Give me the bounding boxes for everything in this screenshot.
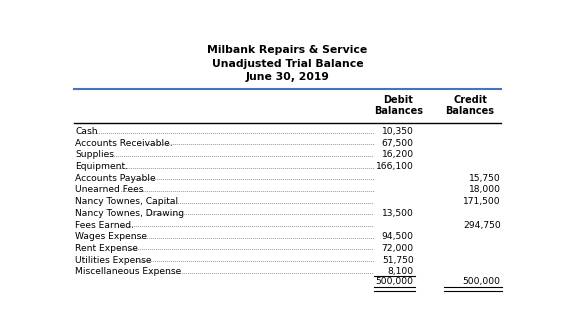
Text: 13,500: 13,500 <box>381 209 413 218</box>
Text: 171,500: 171,500 <box>463 197 500 206</box>
Text: Balances: Balances <box>374 106 423 116</box>
Text: Debit: Debit <box>383 95 413 105</box>
Text: Unadjusted Trial Balance: Unadjusted Trial Balance <box>211 59 364 69</box>
Text: 15,750: 15,750 <box>469 174 500 183</box>
Text: 166,100: 166,100 <box>376 162 413 171</box>
Text: Wages Expense: Wages Expense <box>75 232 148 241</box>
Text: 10,350: 10,350 <box>381 127 413 136</box>
Text: 51,750: 51,750 <box>382 255 413 265</box>
Text: 500,000: 500,000 <box>463 277 500 286</box>
Text: Credit: Credit <box>453 95 487 105</box>
Text: Accounts Receivable.: Accounts Receivable. <box>75 139 173 148</box>
Text: Equipment.: Equipment. <box>75 162 128 171</box>
Text: June 30, 2019: June 30, 2019 <box>246 72 329 82</box>
Text: Unearned Fees: Unearned Fees <box>75 185 144 194</box>
Text: 72,000: 72,000 <box>381 244 413 253</box>
Text: 94,500: 94,500 <box>381 232 413 241</box>
Text: Nancy Townes, Capital: Nancy Townes, Capital <box>75 197 178 206</box>
Text: Rent Expense: Rent Expense <box>75 244 138 253</box>
Text: Accounts Payable: Accounts Payable <box>75 174 156 183</box>
Text: Miscellaneous Expense: Miscellaneous Expense <box>75 267 182 276</box>
Text: Nancy Townes, Drawing: Nancy Townes, Drawing <box>75 209 185 218</box>
Text: 18,000: 18,000 <box>468 185 500 194</box>
Text: Balances: Balances <box>445 106 495 116</box>
Text: Milbank Repairs & Service: Milbank Repairs & Service <box>208 45 367 55</box>
Text: 294,750: 294,750 <box>463 221 500 230</box>
Text: Fees Earned.: Fees Earned. <box>75 221 134 230</box>
Text: 16,200: 16,200 <box>381 151 413 160</box>
Text: 500,000: 500,000 <box>376 277 413 286</box>
Text: Supplies: Supplies <box>75 151 114 160</box>
Text: Cash: Cash <box>75 127 98 136</box>
Text: Utilities Expense: Utilities Expense <box>75 255 152 265</box>
Text: 8,100: 8,100 <box>388 267 413 276</box>
Text: 67,500: 67,500 <box>381 139 413 148</box>
